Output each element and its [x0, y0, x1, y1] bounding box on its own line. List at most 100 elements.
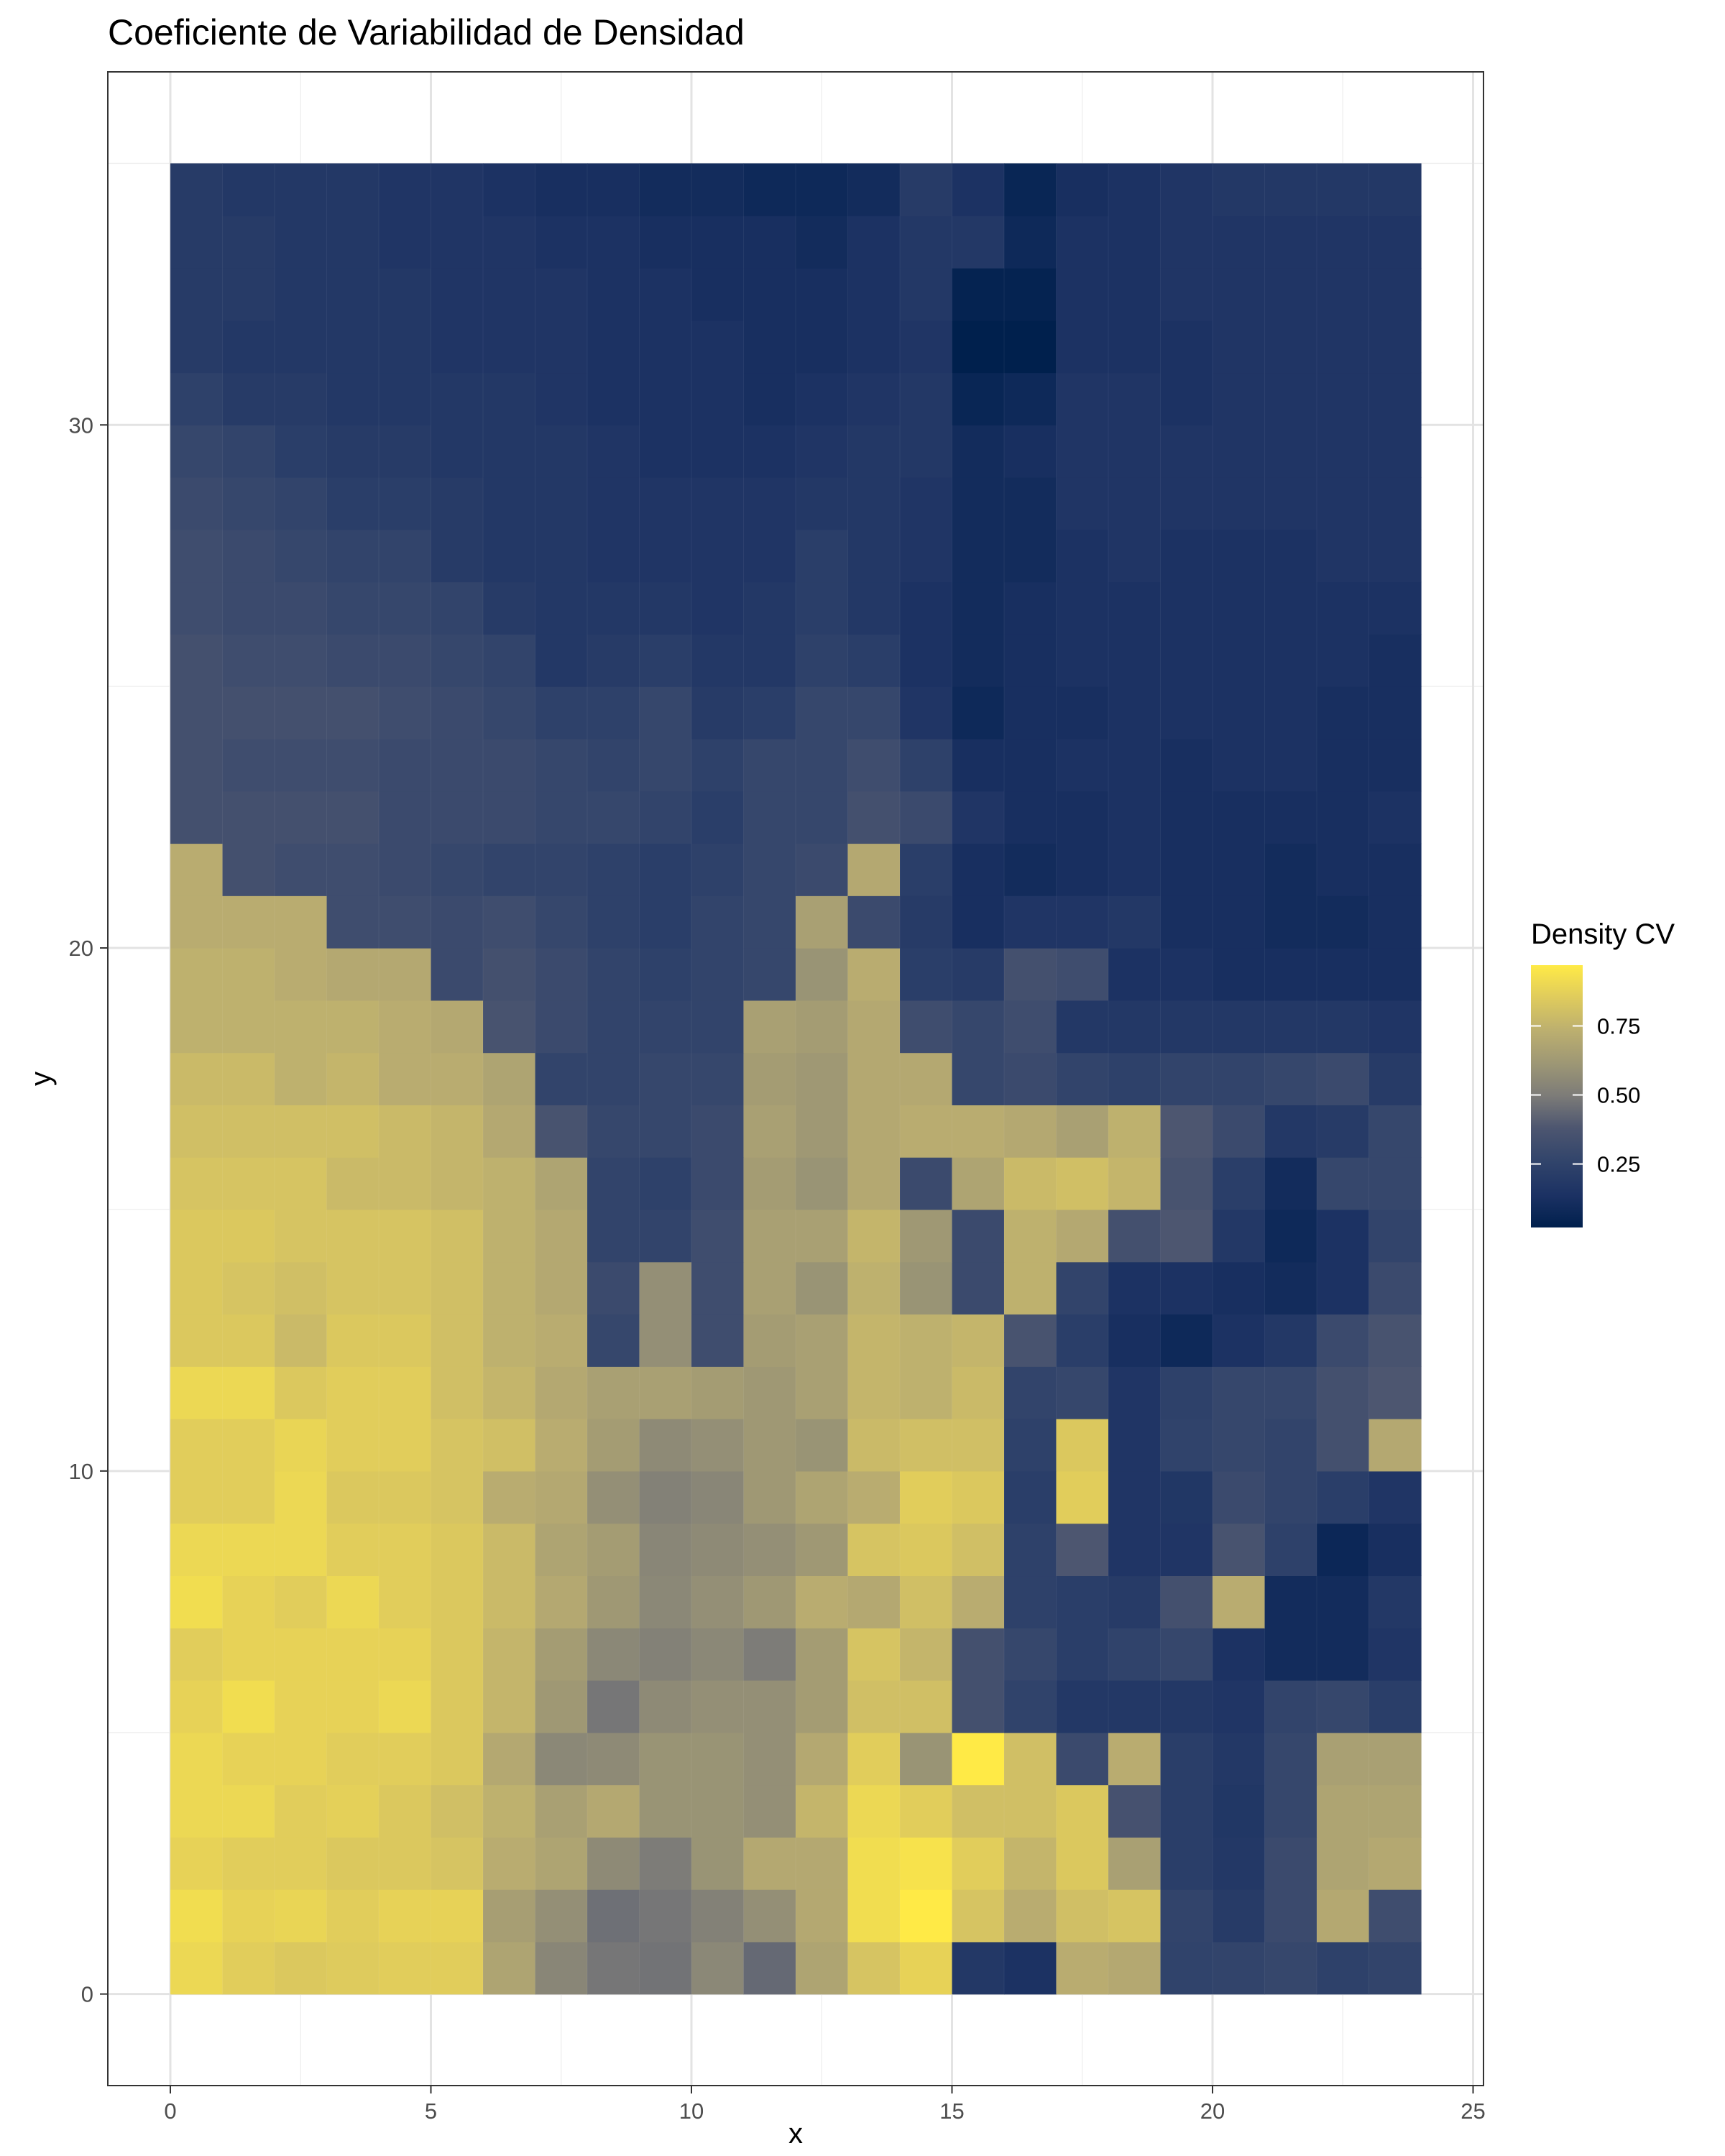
heatmap-tile — [1004, 529, 1057, 583]
heatmap-tile — [691, 425, 745, 478]
heatmap-tile — [587, 948, 640, 1001]
heatmap-tile — [170, 1209, 224, 1263]
heatmap-tile — [587, 1837, 640, 1890]
heatmap-tile — [379, 895, 432, 949]
heatmap-tile — [900, 1366, 953, 1419]
heatmap-tile — [847, 1837, 901, 1890]
heatmap-tile — [379, 791, 432, 844]
heatmap-tile — [952, 1784, 1005, 1838]
heatmap-tile — [1368, 1209, 1422, 1263]
heatmap-tile — [1160, 1052, 1213, 1105]
heatmap-tile — [639, 1784, 692, 1838]
heatmap-tile — [379, 1784, 432, 1838]
heatmap-tile — [952, 163, 1005, 216]
heatmap-tile — [170, 425, 224, 478]
heatmap-tile — [222, 791, 275, 844]
heatmap-tile — [952, 425, 1005, 478]
heatmap-tile — [170, 791, 224, 844]
heatmap-tile — [1368, 372, 1422, 425]
heatmap-tile — [1264, 895, 1317, 949]
heatmap-tile — [691, 581, 745, 635]
heatmap-tile — [1056, 1470, 1109, 1524]
heatmap-tile — [796, 1941, 849, 1995]
heatmap-tile — [952, 1000, 1005, 1054]
heatmap-tile — [535, 267, 588, 321]
x-tick-label: 25 — [1460, 2099, 1485, 2124]
heatmap-tile — [1368, 163, 1422, 216]
heatmap-tile — [535, 843, 588, 896]
heatmap-tile — [379, 1419, 432, 1472]
heatmap-tile — [691, 529, 745, 583]
heatmap-tile — [1264, 581, 1317, 635]
heatmap-tile — [639, 738, 692, 792]
heatmap-tile — [170, 320, 224, 374]
heatmap-tile — [1368, 1105, 1422, 1158]
heatmap-tile — [431, 1523, 484, 1577]
heatmap-tile — [587, 1732, 640, 1786]
heatmap-tile — [1317, 738, 1370, 792]
heatmap-tile — [1004, 216, 1057, 269]
heatmap-tile — [639, 1470, 692, 1524]
heatmap-tile — [379, 1052, 432, 1105]
heatmap-tile — [691, 267, 745, 321]
heatmap-tile — [1368, 948, 1422, 1001]
heatmap-tile — [1368, 216, 1422, 269]
heatmap-tile — [1368, 738, 1422, 792]
heatmap-tile — [743, 1837, 796, 1890]
heatmap-tile — [222, 1628, 275, 1681]
heatmap-tile — [275, 163, 328, 216]
heatmap-tile — [900, 1419, 953, 1472]
heatmap-tile — [952, 738, 1005, 792]
heatmap-tile — [222, 425, 275, 478]
heatmap-tile — [847, 267, 901, 321]
heatmap-tile — [1004, 738, 1057, 792]
heatmap-tile — [587, 529, 640, 583]
heatmap-tile — [1160, 791, 1213, 844]
y-axis-title: y — [25, 1072, 57, 1086]
heatmap-tile — [326, 372, 380, 425]
heatmap-tile — [847, 1523, 901, 1577]
heatmap-tile — [1160, 1941, 1213, 1995]
heatmap-tile — [1317, 1470, 1370, 1524]
heatmap-tile — [483, 948, 536, 1001]
heatmap-tile — [796, 1419, 849, 1472]
heatmap-tile — [847, 425, 901, 478]
heatmap-tile — [275, 1732, 328, 1786]
heatmap-tile — [326, 163, 380, 216]
heatmap-tile — [900, 163, 953, 216]
heatmap-tile — [900, 477, 953, 530]
heatmap-tile — [587, 1628, 640, 1681]
heatmap-tile — [587, 738, 640, 792]
heatmap-tile — [691, 843, 745, 896]
heatmap-tile — [275, 686, 328, 740]
heatmap-tile — [483, 529, 536, 583]
heatmap-tile — [691, 1000, 745, 1054]
heatmap-tile — [535, 634, 588, 687]
heatmap-tile — [1317, 1366, 1370, 1419]
heatmap-tile — [847, 1941, 901, 1995]
heatmap-tile — [847, 895, 901, 949]
heatmap-tile — [379, 1105, 432, 1158]
heatmap-tile — [431, 791, 484, 844]
heatmap-tile — [431, 1575, 484, 1628]
heatmap-tile — [952, 1419, 1005, 1472]
heatmap-tile — [796, 1314, 849, 1367]
heatmap-tile — [1108, 895, 1162, 949]
heatmap-tile — [222, 1419, 275, 1472]
heatmap-tile — [796, 791, 849, 844]
heatmap-tile — [1160, 686, 1213, 740]
heatmap-tile — [587, 267, 640, 321]
heatmap-tile — [222, 1052, 275, 1105]
heatmap-tile — [1160, 216, 1213, 269]
heatmap-tile — [1160, 1837, 1213, 1890]
heatmap-tile — [275, 320, 328, 374]
heatmap-tile — [587, 1784, 640, 1838]
heatmap-tile — [1264, 1837, 1317, 1890]
heatmap-tile — [796, 1000, 849, 1054]
heatmap-tile — [847, 1000, 901, 1054]
legend-tick-label: 0.25 — [1597, 1152, 1640, 1177]
heatmap-tile — [326, 1470, 380, 1524]
heatmap-tile — [847, 216, 901, 269]
heatmap-tile — [1368, 1575, 1422, 1628]
heatmap-tile — [1160, 1732, 1213, 1786]
